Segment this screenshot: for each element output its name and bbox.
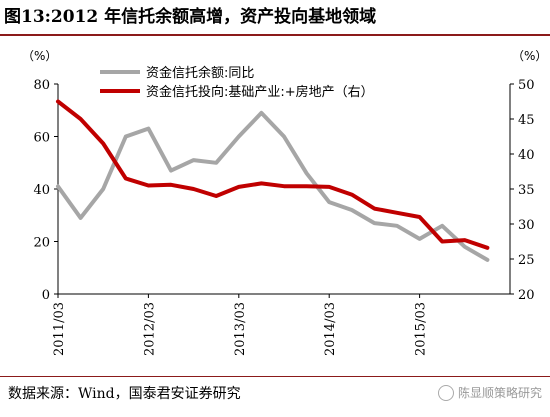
left-tick-label: 80 xyxy=(33,78,50,93)
x-tick-label: 2013/03 xyxy=(233,302,248,356)
left-tick-label: 20 xyxy=(33,236,50,251)
watermark: 陈显顺策略研究 xyxy=(437,384,542,401)
legend-label: 资金信托余额:同比 xyxy=(146,65,254,81)
legend-label: 资金信托投向:基础产业:+房地产（右） xyxy=(146,84,374,100)
right-axis-unit: （%） xyxy=(512,49,547,63)
left-tick-label: 40 xyxy=(33,183,50,198)
right-tick-label: 50 xyxy=(518,78,535,93)
chart-title: 图13:2012 年信托余额高增，资产投向基地领域 xyxy=(4,7,377,27)
series-line-infra-realestate xyxy=(56,99,490,250)
series-line-trust-balance xyxy=(56,110,490,262)
x-tick-label: 2012/03 xyxy=(142,302,157,356)
right-tick-label: 25 xyxy=(518,253,535,268)
x-tick-label: 2015/03 xyxy=(414,302,429,356)
x-tick-label: 2014/03 xyxy=(323,302,338,356)
data-source: 数据来源：Wind，国泰君安证券研究 xyxy=(8,386,241,402)
left-tick-label: 0 xyxy=(42,288,50,303)
footer-divider xyxy=(0,376,550,377)
right-tick-label: 20 xyxy=(518,288,535,303)
title-divider xyxy=(0,34,550,36)
left-tick-label: 60 xyxy=(33,131,50,146)
watermark-text: 陈显顺策略研究 xyxy=(457,386,542,400)
wechat-icon xyxy=(437,384,454,401)
right-tick-label: 45 xyxy=(518,113,535,128)
right-tick-label: 40 xyxy=(518,148,535,163)
left-axis-unit: （%） xyxy=(22,49,57,63)
x-tick-label: 2011/03 xyxy=(52,302,67,356)
right-tick-label: 35 xyxy=(518,183,535,198)
right-tick-label: 30 xyxy=(518,218,535,233)
